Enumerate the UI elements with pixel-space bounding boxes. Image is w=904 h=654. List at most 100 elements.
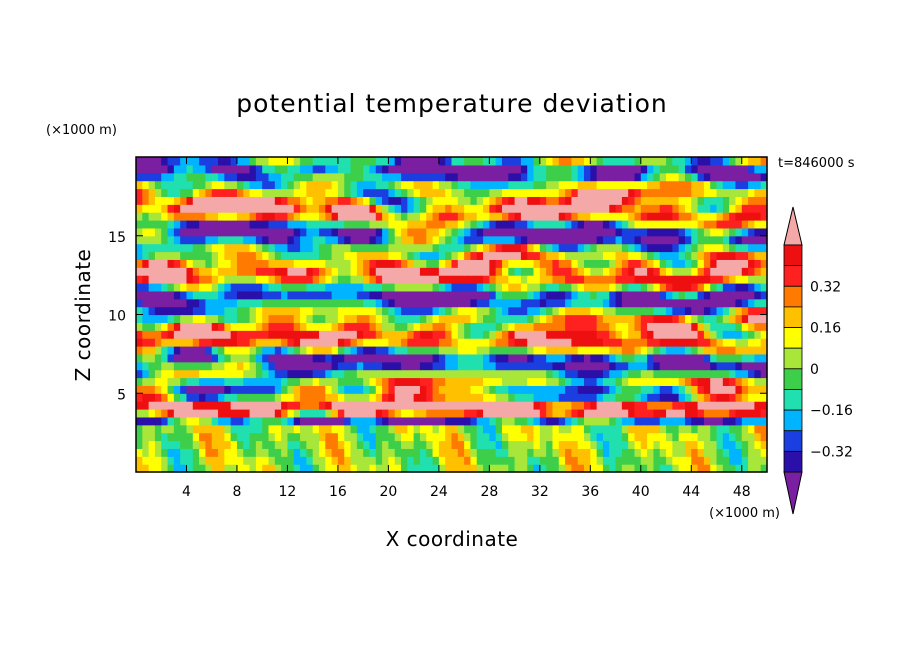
heatmap-cell [419,235,427,245]
heatmap-cell [552,188,560,197]
heatmap-cell [173,338,181,347]
heatmap-cell [388,314,396,323]
heatmap-cell [350,322,358,331]
heatmap-cell [546,290,554,300]
heatmap-cell [186,440,194,449]
heatmap-cell [306,172,314,182]
heatmap-cell [716,385,724,394]
heatmap-cell [419,164,427,174]
heatmap-cell [722,283,730,292]
heatmap-cell [426,456,434,465]
heatmap-cell [520,456,528,465]
heatmap-cell [666,361,673,371]
heatmap-cell [331,275,339,284]
heatmap-cell [533,243,541,253]
heatmap-cell [552,377,560,386]
heatmap-cell [684,416,692,426]
heatmap-cell [173,416,181,426]
heatmap-cell [142,227,150,237]
heatmap-cell [438,448,446,457]
heatmap-cell [300,157,307,166]
heatmap-cell [615,298,623,308]
heatmap-cell [438,377,446,386]
heatmap-cell [243,416,251,426]
heatmap-cell [236,314,244,323]
heatmap-cell [369,298,377,308]
heatmap-cell [224,172,232,182]
heatmap-cell [697,377,705,386]
heatmap-cell [697,385,705,394]
heatmap-cell [722,424,730,434]
heatmap-cell [483,377,490,386]
heatmap-cell [337,432,345,442]
heatmap-cell [451,204,459,213]
heatmap-cell [489,212,497,221]
heatmap-cell [596,283,604,292]
heatmap-cell [344,416,352,426]
heatmap-cell [148,235,156,245]
heatmap-cell [136,290,143,300]
heatmap-cell [255,204,263,213]
heatmap-cell [754,416,762,426]
heatmap-cell [243,377,251,386]
heatmap-cell [154,172,162,182]
heatmap-cell [401,353,408,363]
heatmap-cell [596,196,604,205]
heatmap-cell [716,196,724,205]
heatmap-cell [161,259,169,268]
heatmap-cell [255,377,263,386]
heatmap-cell [678,393,686,402]
heatmap-cell [451,456,459,465]
heatmap-cell [445,267,453,276]
heatmap-cell [394,377,402,386]
heatmap-cell [659,259,667,268]
heatmap-cell [205,275,213,284]
heatmap-cell [584,369,591,379]
heatmap-cell [640,330,648,339]
heatmap-cell [533,283,541,292]
heatmap-cell [318,290,326,300]
heatmap-cell [148,440,156,449]
heatmap-cell [363,330,371,339]
heatmap-cell [565,157,572,166]
heatmap-cell [236,251,244,260]
heatmap-cell [710,416,718,426]
heatmap-cell [180,275,188,284]
heatmap-cell [584,322,591,331]
heatmap-cell [394,409,402,418]
heatmap-cell [533,369,541,379]
heatmap-cell [470,432,478,442]
heatmap-cell [407,432,415,442]
heatmap-cell [628,251,636,260]
heatmap-cell [337,361,345,371]
heatmap-cell [697,393,705,402]
heatmap-cell [621,424,629,434]
heatmap-cell [161,353,169,363]
heatmap-cell [514,235,522,245]
heatmap-cell [514,393,522,402]
heatmap-cell [268,361,276,371]
heatmap-cell [565,267,572,276]
heatmap-cell [470,259,478,268]
heatmap-cell [167,409,175,418]
heatmap-cell [489,322,497,331]
heatmap-cell [230,322,238,331]
heatmap-cell [710,322,718,331]
heatmap-cell [268,275,276,284]
heatmap-cell [684,267,692,276]
heatmap-cell [394,180,402,190]
heatmap-cell [293,432,301,442]
heatmap-cell [735,220,743,229]
heatmap-cell [470,188,478,197]
heatmap-cell [274,464,282,473]
heatmap-cell [363,243,371,253]
heatmap-cell [211,251,219,260]
heatmap-cell [419,243,427,253]
heatmap-cell [243,306,251,316]
heatmap-cell [154,259,162,268]
heatmap-cell [218,369,225,379]
heatmap-cell [318,353,326,363]
heatmap-cell [300,164,307,174]
heatmap-cell [729,275,737,284]
heatmap-cell [224,385,232,394]
